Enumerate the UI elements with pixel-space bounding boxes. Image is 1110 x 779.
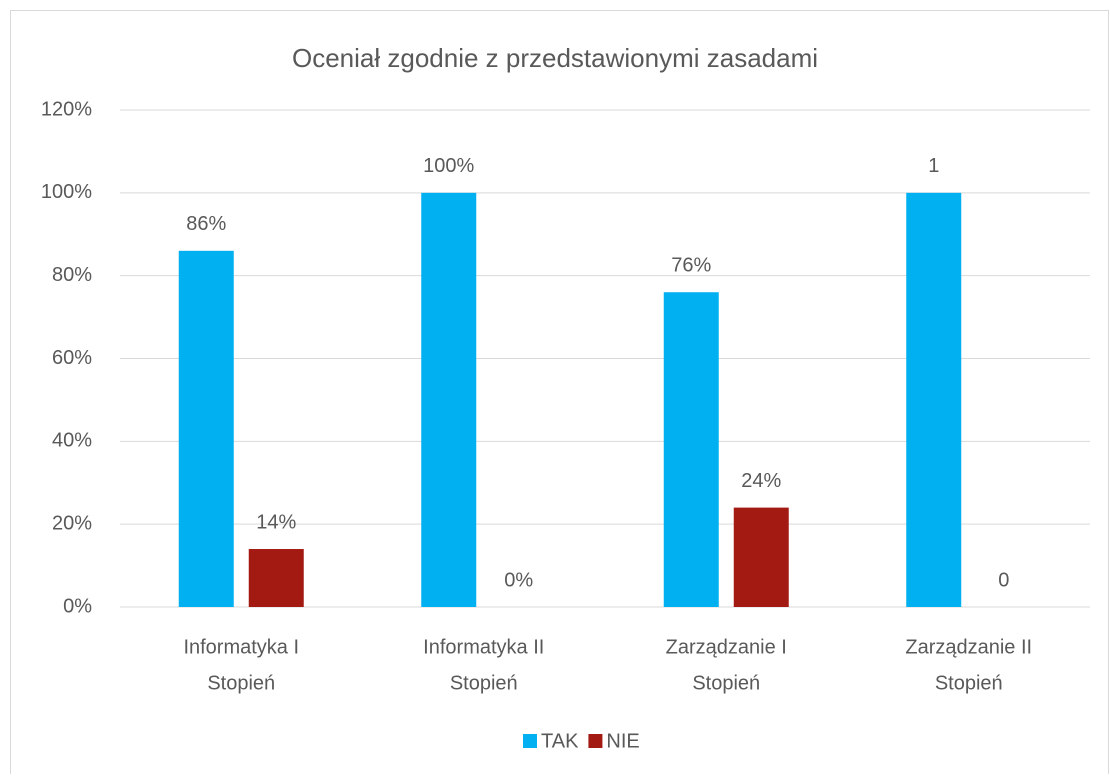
x-tick-label: Informatyka II	[423, 636, 544, 658]
x-tick-label: Stopień	[692, 672, 760, 694]
legend-swatch	[588, 734, 603, 748]
bar	[663, 292, 719, 607]
value-label: 100%	[423, 155, 474, 177]
y-tick-label: 40%	[52, 430, 92, 452]
x-tick-label: Stopień	[450, 672, 518, 694]
y-tick-label: 80%	[52, 264, 92, 286]
legend-swatch	[523, 734, 537, 748]
bar	[906, 192, 962, 608]
value-label: 86%	[186, 213, 226, 235]
value-label: 0	[998, 569, 1009, 591]
legend-label: TAK	[541, 730, 579, 752]
bar	[178, 250, 234, 608]
x-tick-label: Stopień	[207, 672, 275, 694]
value-label: 76%	[671, 255, 711, 277]
value-label: 14%	[256, 511, 296, 533]
y-tick-label: 0%	[63, 595, 92, 617]
y-tick-label: 20%	[52, 512, 92, 534]
y-tick-label: 120%	[41, 98, 92, 120]
bar	[248, 549, 304, 607]
chart-title: Oceniał zgodnie z przedstawionymi zasada…	[292, 43, 818, 73]
y-tick-label: 60%	[52, 347, 92, 369]
value-label: 0%	[504, 569, 533, 591]
bar	[421, 192, 477, 608]
value-label: 24%	[741, 470, 781, 492]
legend-label: NIE	[606, 730, 639, 752]
x-tick-label: Zarządzanie I	[666, 636, 787, 658]
value-label: 1	[928, 155, 939, 177]
x-tick-label: Informatyka I	[183, 636, 299, 658]
x-tick-label: Zarządzanie II	[905, 636, 1032, 658]
chart-border	[10, 10, 1109, 779]
x-tick-label: Stopień	[935, 672, 1003, 694]
y-tick-label: 100%	[41, 181, 92, 203]
bar	[733, 507, 789, 607]
